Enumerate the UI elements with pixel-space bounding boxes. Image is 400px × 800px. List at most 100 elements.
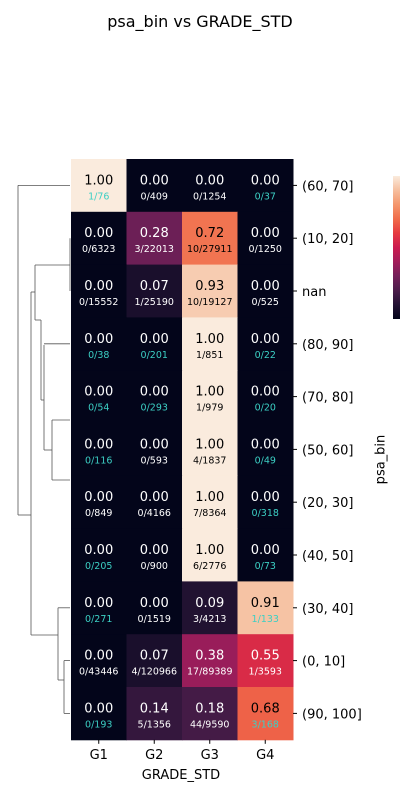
- x-tick-label: G4: [256, 748, 274, 763]
- cell-count-label: 0/593: [141, 455, 168, 466]
- heatmap-cell: [126, 159, 183, 213]
- cell-value-label: 0.00: [84, 490, 113, 505]
- cell-value-label: 0.09: [195, 596, 224, 611]
- cell-count-label: 0/1519: [138, 614, 171, 625]
- x-tick-label: G2: [145, 748, 163, 763]
- cell-value-label: 0.00: [251, 490, 280, 505]
- x-tick-label: G3: [201, 748, 219, 763]
- heatmap-cell: [126, 581, 183, 635]
- cell-value-label: 0.00: [140, 596, 169, 611]
- y-tick-label: (0, 10]: [302, 655, 345, 670]
- cell-count-label: 1/133: [252, 614, 279, 625]
- heatmap-cell: [237, 528, 294, 582]
- cell-value-label: 0.00: [251, 543, 280, 558]
- y-axis-label: psa_bin: [373, 434, 389, 485]
- cell-count-label: 1/979: [196, 403, 223, 414]
- cell-count-label: 0/38: [88, 350, 109, 361]
- cell-count-label: 1/25190: [135, 297, 174, 308]
- cell-count-label: 4/120966: [131, 667, 177, 678]
- cell-count-label: 0/293: [141, 403, 168, 414]
- cell-value-label: 0.38: [195, 649, 224, 664]
- heatmap-cell: [182, 423, 238, 477]
- heatmap-cell: [182, 211, 238, 266]
- cell-value-label: 0.07: [140, 649, 169, 664]
- heatmap-cell: [126, 475, 183, 530]
- heatmap-cell: [71, 211, 127, 266]
- cell-count-label: 0/6323: [82, 244, 115, 255]
- y-tick-label: (60, 70]: [302, 179, 354, 194]
- heatmap-cell: [182, 475, 238, 530]
- cell-count-label: 0/22: [255, 350, 276, 361]
- cell-value-label: 0.28: [140, 226, 169, 241]
- cell-value-label: 0.00: [251, 437, 280, 452]
- cell-value-label: 0.00: [140, 385, 169, 400]
- heatmap-cell: [182, 317, 238, 371]
- cell-count-label: 0/201: [141, 350, 168, 361]
- heatmap-cell: [71, 475, 127, 530]
- cell-count-label: 0/73: [255, 561, 276, 572]
- heatmap-cell: [126, 423, 183, 477]
- heatmap-cell: [71, 528, 127, 582]
- heatmap-cell: [71, 370, 127, 424]
- heatmap-cell: [182, 528, 238, 582]
- cell-count-label: 0/849: [85, 508, 112, 519]
- heatmap-cell: [71, 581, 127, 635]
- heatmap-cell: [182, 634, 238, 688]
- cell-value-label: 0.72: [195, 226, 224, 241]
- cell-count-label: 0/37: [255, 191, 276, 202]
- cell-count-label: 0/49: [255, 455, 276, 466]
- cell-count-label: 5/1356: [138, 719, 171, 730]
- heatmap-cell: [237, 317, 294, 371]
- heatmap-cell: [237, 159, 294, 213]
- heatmap-cell: [126, 370, 183, 424]
- heatmap-cell: [71, 634, 127, 688]
- cell-count-label: 3/22013: [135, 244, 174, 255]
- heatmap-cell: [237, 370, 294, 424]
- cell-value-label: 0.07: [140, 279, 169, 294]
- heatmap-cell: [126, 264, 183, 318]
- x-tick-label: G1: [90, 748, 108, 763]
- cell-value-label: 0.00: [84, 332, 113, 347]
- cell-value-label: 1.00: [84, 173, 113, 188]
- heatmap-cell: [237, 475, 294, 530]
- heatmap-cell: [71, 159, 127, 213]
- cell-value-label: 1.00: [195, 385, 224, 400]
- cell-count-label: 3/4213: [193, 614, 226, 625]
- cell-value-label: 0.00: [140, 437, 169, 452]
- cell-value-label: 0.00: [140, 173, 169, 188]
- cell-count-label: 0/1250: [249, 244, 282, 255]
- heatmap-cell: [182, 264, 238, 318]
- cell-value-label: 1.00: [195, 543, 224, 558]
- heatmap-cell: [237, 634, 294, 688]
- heatmap-cell: [237, 581, 294, 635]
- cell-count-label: 0/43446: [79, 667, 118, 678]
- cell-value-label: 0.00: [251, 385, 280, 400]
- cell-count-label: 0/205: [85, 561, 112, 572]
- cell-count-label: 10/19127: [187, 297, 233, 308]
- cell-value-label: 0.00: [84, 385, 113, 400]
- cell-count-label: 1/851: [196, 350, 223, 361]
- cell-value-label: 0.14: [140, 701, 169, 716]
- heatmap-cell: [182, 370, 238, 424]
- y-tick-label: nan: [302, 285, 326, 300]
- y-tick-label: (20, 30]: [302, 496, 354, 511]
- cell-count-label: 0/900: [141, 561, 168, 572]
- cell-count-label: 0/15552: [79, 297, 118, 308]
- cell-value-label: 1.00: [195, 490, 224, 505]
- cell-value-label: 0.00: [84, 437, 113, 452]
- y-tick-label: (40, 50]: [302, 549, 354, 564]
- x-axis-label: GRADE_STD: [141, 768, 221, 783]
- cell-value-label: 1.00: [195, 437, 224, 452]
- y-tick-label: (50, 60]: [302, 443, 354, 458]
- cell-value-label: 0.00: [84, 701, 113, 716]
- cell-count-label: 1/3593: [249, 667, 282, 678]
- cell-count-label: 0/116: [85, 455, 112, 466]
- heatmap-cell: [126, 317, 183, 371]
- cell-count-label: 44/9590: [190, 719, 229, 730]
- heatmap-cell: [71, 264, 127, 318]
- cell-value-label: 0.00: [84, 279, 113, 294]
- cell-value-label: 0.00: [140, 543, 169, 558]
- cell-value-label: 0.00: [84, 543, 113, 558]
- heatmap-cell: [182, 159, 238, 213]
